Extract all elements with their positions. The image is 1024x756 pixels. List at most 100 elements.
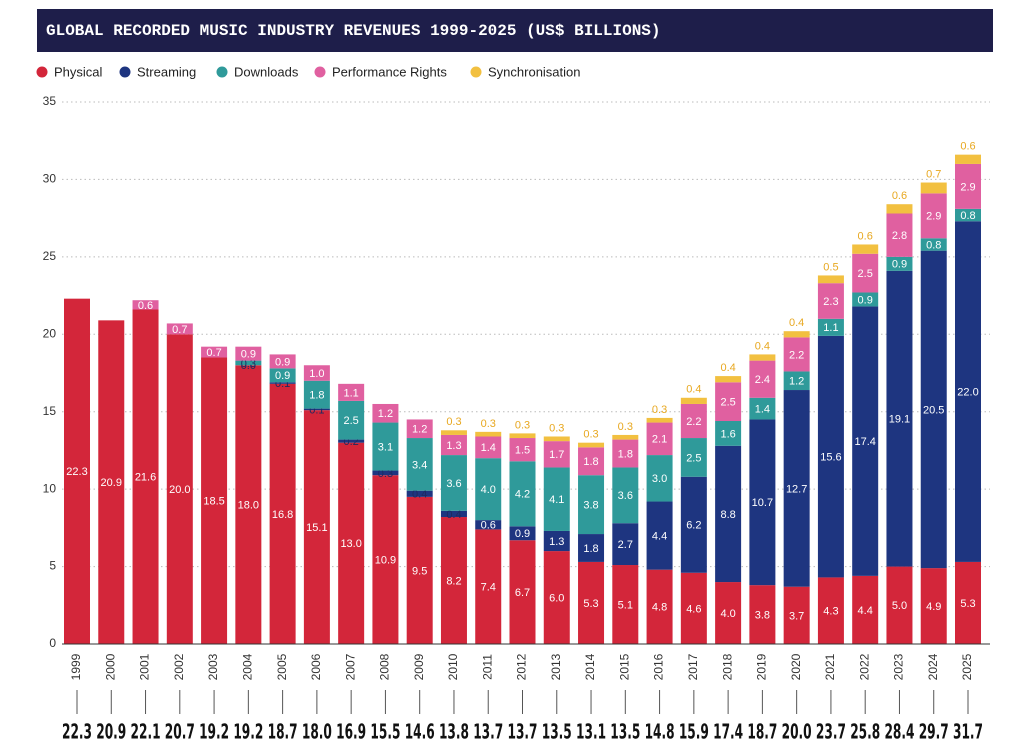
bar-segment <box>338 439 365 443</box>
value-label: 0.3 <box>241 358 256 370</box>
x-tick-label: 2020 <box>789 653 803 680</box>
value-label: 20.0 <box>169 484 190 496</box>
value-label: 20.9 <box>101 477 122 489</box>
bar-segment <box>852 253 879 293</box>
bar-segment <box>749 354 776 361</box>
bar-segment <box>680 403 707 439</box>
bar-segment <box>920 568 947 644</box>
bar-segment <box>886 204 913 214</box>
bar-segment <box>852 244 879 254</box>
bar-segment <box>406 496 433 644</box>
bar-segment <box>303 408 330 411</box>
value-label: 0.8 <box>926 239 941 251</box>
value-label: 6.7 <box>515 587 530 599</box>
bar-segment <box>509 461 536 527</box>
bar-segment <box>269 382 296 384</box>
x-tick-label: 2025 <box>960 653 974 680</box>
value-label: 2.5 <box>344 415 359 427</box>
bar-segment <box>440 510 467 518</box>
value-label: 0.6 <box>481 520 496 532</box>
bar-segment <box>440 455 467 511</box>
bar-segment <box>817 577 844 644</box>
value-label: 10.9 <box>375 555 396 567</box>
bar-segment <box>715 382 742 422</box>
bar-segment <box>955 221 981 562</box>
value-label: 3.6 <box>446 478 461 490</box>
total-label: 20.9 <box>96 720 126 744</box>
bar-segment <box>646 417 673 423</box>
value-label: 0.3 <box>481 418 496 430</box>
bar-segment <box>749 360 776 398</box>
value-label: 2.8 <box>892 230 907 242</box>
value-label: 0.7 <box>926 168 941 180</box>
x-tick-label: 2021 <box>823 653 837 680</box>
x-tick-label: 2010 <box>446 653 460 680</box>
value-label: 1.7 <box>549 449 564 461</box>
bar-segment <box>235 346 262 361</box>
value-label: 1.8 <box>583 543 598 555</box>
bar-segment <box>920 238 947 251</box>
bar-segment <box>886 256 913 271</box>
total-label: 22.1 <box>131 720 161 744</box>
value-label: 18.5 <box>203 496 224 508</box>
value-label: 15.1 <box>306 522 327 534</box>
bar-segment <box>578 475 605 535</box>
legend-label: Performance Rights <box>332 64 447 79</box>
value-label: 0.4 <box>755 340 770 352</box>
bar-segment <box>680 438 707 477</box>
bar-segment <box>955 163 981 209</box>
bar-segment <box>612 467 639 524</box>
value-label: 4.6 <box>686 603 701 615</box>
bar-segment <box>372 403 399 423</box>
legend-swatch <box>119 66 131 78</box>
bar-segment <box>475 436 502 459</box>
bar-segment <box>955 154 981 164</box>
value-label: 2.1 <box>652 434 667 446</box>
value-label: 18.0 <box>238 500 259 512</box>
x-tick-label: 2016 <box>652 653 666 680</box>
bar-segment <box>715 582 742 644</box>
chart-title: GLOBAL RECORDED MUSIC INDUSTRY REVENUES … <box>46 22 661 40</box>
total-label: 20.0 <box>782 720 812 744</box>
value-label: 2.2 <box>686 416 701 428</box>
total-label: 18.7 <box>268 720 298 744</box>
x-tick-label: 2000 <box>103 653 117 680</box>
value-label: 1.6 <box>720 428 735 440</box>
bar-segment <box>920 193 947 239</box>
value-label: 2.9 <box>960 181 975 193</box>
value-label: 0.4 <box>789 317 804 329</box>
bar-segment <box>509 540 536 644</box>
value-label: 0.9 <box>858 294 873 306</box>
value-label: 4.4 <box>858 605 873 617</box>
y-tick-label: 0 <box>49 636 56 650</box>
x-tick-label: 2005 <box>275 653 289 680</box>
bar-segment <box>646 569 673 644</box>
bar-segment <box>201 346 228 358</box>
bar-segment <box>817 318 844 336</box>
value-label: 0.8 <box>960 210 975 222</box>
bar-segment <box>475 431 502 437</box>
total-label: 29.7 <box>919 720 949 744</box>
y-tick-label: 5 <box>49 559 56 573</box>
x-tick-label: 2013 <box>549 653 563 680</box>
bar-segment <box>749 585 776 644</box>
value-label: 1.1 <box>823 322 838 334</box>
y-tick-label: 10 <box>43 481 57 495</box>
x-tick-label: 2011 <box>480 654 494 680</box>
value-label: 1.2 <box>378 408 393 420</box>
value-label: 15.6 <box>820 452 841 464</box>
bar-segment <box>783 390 810 587</box>
value-label: 5.0 <box>892 600 907 612</box>
value-label: 3.8 <box>755 609 770 621</box>
total-label: 14.8 <box>645 720 675 744</box>
value-label: 2.4 <box>755 374 770 386</box>
value-label: 2.5 <box>720 397 735 409</box>
value-label: 5.3 <box>583 598 598 610</box>
value-label: 0.9 <box>275 356 290 368</box>
bar-segment <box>543 441 570 468</box>
y-tick-label: 15 <box>43 404 57 418</box>
value-label: 17.4 <box>854 436 875 448</box>
bar-segment <box>372 422 399 471</box>
bar-segment <box>509 438 536 462</box>
legend-label: Downloads <box>234 64 299 79</box>
